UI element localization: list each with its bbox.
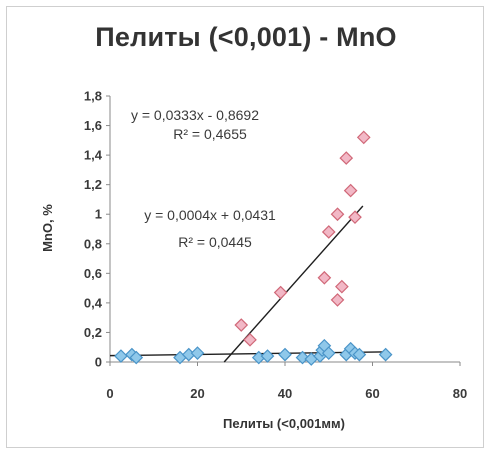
data-point-2: [260, 349, 275, 363]
equation-2: y = 0,0004x + 0,0431: [144, 207, 276, 223]
data-point-1: [356, 130, 371, 145]
data-point-1: [317, 270, 332, 285]
y-tick-label: 1,6: [84, 118, 102, 133]
data-point-2: [321, 346, 336, 360]
y-axis-label: MnO, %: [40, 204, 55, 252]
x-tick-label: 80: [453, 386, 467, 401]
data-point-2: [114, 349, 128, 363]
data-point-2: [190, 346, 205, 360]
x-tick-label: 60: [365, 386, 379, 401]
data-point-1: [343, 183, 358, 198]
y-tick-label: 1,2: [84, 177, 102, 192]
y-tick-label: 0,6: [84, 266, 102, 281]
data-point-1: [339, 151, 354, 165]
data-point-1: [330, 293, 345, 307]
data-point-1: [234, 318, 249, 332]
y-tick-label: 0,4: [84, 295, 103, 310]
y-tick-label: 0,2: [84, 325, 102, 340]
data-point-1: [330, 207, 345, 222]
x-tick-label: 40: [278, 386, 292, 401]
r2-2: R² = 0,0445: [178, 234, 252, 250]
data-point-2: [295, 350, 310, 365]
data-point-1: [243, 332, 257, 347]
data-point-2: [278, 347, 292, 362]
data-point-1: [321, 225, 336, 239]
data-point-2: [352, 347, 367, 362]
chart-area: [6, 6, 484, 448]
x-axis-label: Пелиты (<0,001мм): [223, 416, 345, 431]
trendline-2: [109, 351, 386, 357]
data-point-2: [378, 347, 393, 362]
data-point-2: [129, 350, 144, 365]
data-point-1: [348, 210, 362, 225]
data-point-1: [273, 285, 288, 300]
x-tick-label: 20: [190, 386, 204, 401]
y-tick-label: 1,8: [84, 89, 102, 104]
y-tick-label: 1,4: [84, 148, 103, 163]
y-tick-label: 1: [95, 207, 102, 222]
chart-title: Пелиты (<0,001) - MnO: [95, 22, 397, 52]
y-tick-label: 0,8: [84, 236, 102, 251]
y-tick-label: 0: [95, 355, 102, 370]
r2-1: R² = 0,4655: [173, 126, 247, 142]
x-tick-label: 0: [106, 386, 113, 401]
equation-1: y = 0,0333x - 0,8692: [131, 107, 259, 123]
data-point-1: [335, 279, 349, 294]
